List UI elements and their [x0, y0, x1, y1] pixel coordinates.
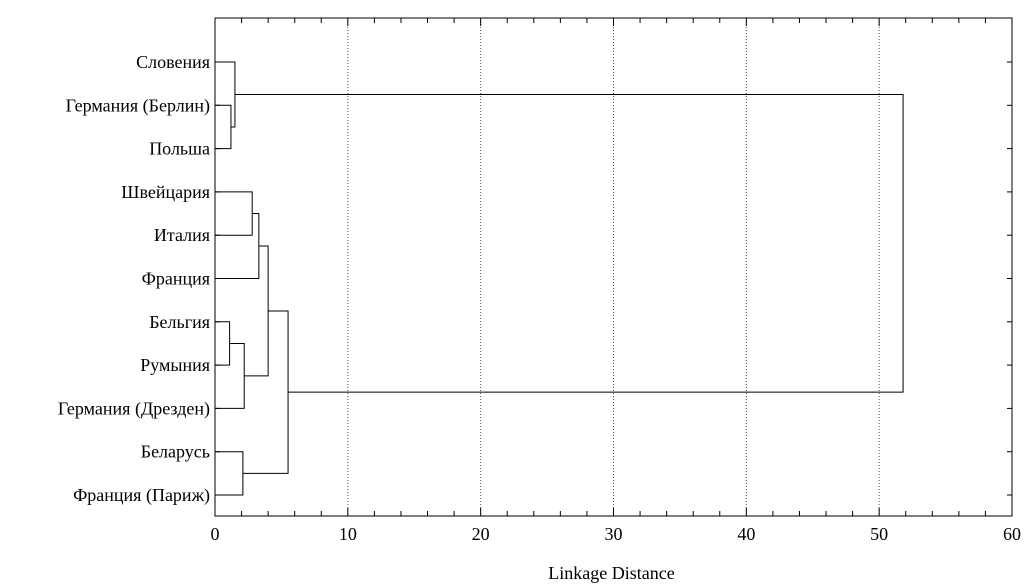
dendrogram-link-7	[215, 451, 244, 496]
leaf-label-3: Швейцария	[121, 182, 210, 202]
leaf-labels: Словения Германия (Берлин) Польша Швейцария…	[58, 52, 210, 506]
leaf-label-9: Беларусь	[141, 442, 210, 462]
dendrogram-link-4	[215, 321, 231, 366]
leaf-label-8: Германия (Дрезден)	[58, 398, 210, 419]
dendrogram-link-2	[215, 191, 253, 236]
x-axis-title: Linkage Distance	[548, 563, 674, 583]
leaf-label-7: Румыния	[140, 355, 210, 375]
x-tick-label-40: 40	[737, 524, 755, 544]
grid-lines	[347, 18, 880, 516]
x-tick-label-20: 20	[472, 524, 490, 544]
leaf-label-2: Польша	[149, 139, 210, 159]
axis-ticks	[214, 18, 1013, 516]
x-tick-label-50: 50	[870, 524, 888, 544]
leaf-label-4: Италия	[154, 225, 210, 245]
x-tick-label-30: 30	[605, 524, 623, 544]
leaf-label-5: Франция	[142, 269, 210, 289]
dendrogram-link-5	[215, 342, 245, 409]
dendrogram-link-6	[244, 245, 269, 377]
leaf-label-10: Франция (Париж)	[73, 485, 210, 506]
leaf-label-0: Словения	[136, 52, 210, 72]
x-tick-label-10: 10	[339, 524, 357, 544]
leaf-label-6: Бельгия	[149, 312, 210, 332]
x-tick-labels: 0 10 20 30 40 50 60	[211, 524, 1022, 544]
x-tick-label-0: 0	[211, 524, 220, 544]
leaf-label-1: Германия (Берлин)	[66, 95, 210, 116]
dendrogram-link-8	[242, 310, 289, 474]
dendrogram-link-9	[234, 93, 904, 393]
dendrogram-link-0	[215, 104, 232, 150]
dendrogram-link-1	[215, 61, 236, 128]
x-tick-label-60: 60	[1003, 524, 1021, 544]
dendrogram-links	[215, 61, 904, 496]
